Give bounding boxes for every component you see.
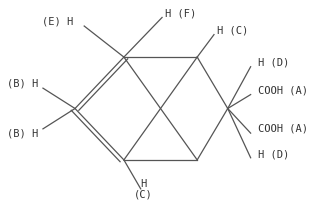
- Text: (B) H: (B) H: [7, 79, 38, 89]
- Text: H (D): H (D): [258, 58, 290, 67]
- Text: H (D): H (D): [258, 150, 290, 159]
- Text: (B) H: (B) H: [7, 128, 38, 138]
- Text: (E) H: (E) H: [42, 17, 74, 27]
- Text: H (C): H (C): [217, 25, 248, 35]
- Text: H: H: [140, 179, 147, 189]
- Text: COOH (A): COOH (A): [258, 124, 308, 134]
- Text: (C): (C): [134, 189, 153, 200]
- Text: H (F): H (F): [165, 8, 196, 18]
- Text: COOH (A): COOH (A): [258, 85, 308, 95]
